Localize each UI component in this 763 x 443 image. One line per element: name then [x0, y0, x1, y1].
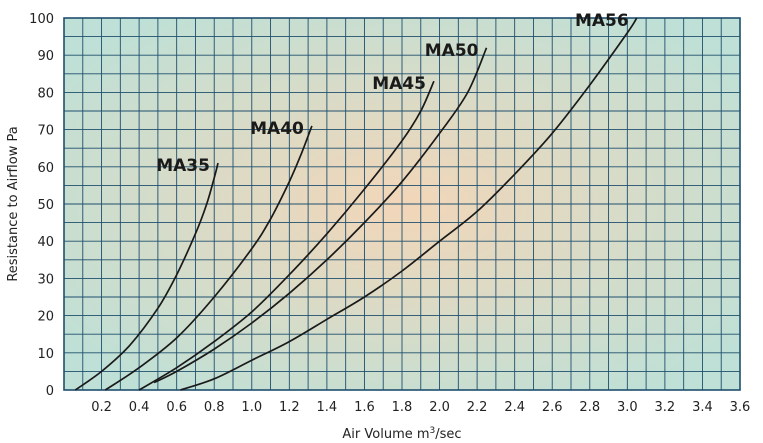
y-axis-ticks: 0 10 20 30 40 50 60 70 80 90 100 — [29, 12, 54, 399]
x-tick-label: 1.4 — [317, 400, 338, 415]
y-tick-label: 20 — [37, 310, 54, 325]
x-tick-label: 3.6 — [730, 400, 751, 415]
x-tick-label: 1.2 — [279, 400, 300, 415]
series-curve-ma56 — [180, 17, 638, 391]
series-curve-ma45 — [138, 80, 435, 391]
series-curves — [74, 17, 638, 391]
series-label-ma45: MA45 — [372, 74, 426, 94]
y-tick-label: 60 — [37, 161, 54, 176]
x-tick-label: 1.0 — [241, 400, 262, 415]
y-tick-label: 10 — [37, 347, 54, 362]
x-axis-title-sup: 3 — [430, 426, 436, 436]
x-axis-title-suffix: /sec — [435, 427, 461, 442]
series-label-ma40: MA40 — [250, 119, 304, 139]
x-tick-label: 1.6 — [354, 400, 375, 415]
x-tick-label: 2.8 — [579, 400, 600, 415]
y-tick-label: 30 — [37, 272, 54, 287]
x-tick-label: 0.2 — [91, 400, 112, 415]
x-axis-title: Air Volume m3/sec — [342, 426, 461, 442]
y-tick-label: 70 — [37, 124, 54, 139]
x-tick-label: 0.8 — [204, 400, 225, 415]
series-labels: MA35 MA40 MA45 MA50 MA56 — [156, 11, 628, 176]
x-tick-label: 2.6 — [542, 400, 563, 415]
series-curve-ma35 — [74, 162, 219, 391]
series-curve-ma40 — [104, 125, 313, 391]
x-tick-label: 3.2 — [655, 400, 676, 415]
x-tick-label: 1.8 — [392, 400, 413, 415]
y-tick-label: 50 — [37, 198, 54, 213]
y-tick-label: 40 — [37, 235, 54, 250]
series-label-ma50: MA50 — [425, 41, 479, 61]
x-tick-label: 2.4 — [504, 400, 525, 415]
y-tick-label: 80 — [37, 86, 54, 101]
x-axis-ticks: 0.2 0.4 0.6 0.8 1.0 1.2 1.4 1.6 1.8 2.0 2.2 2.4 2.6 2… — [91, 400, 750, 415]
y-axis-title: Resistance to Airflow Pa — [6, 126, 21, 281]
x-tick-label: 3.4 — [692, 400, 713, 415]
plot-frame — [63, 17, 741, 391]
x-tick-label: 3.0 — [617, 400, 638, 415]
grid — [64, 18, 740, 390]
y-tick-label: 90 — [37, 49, 54, 64]
series-curve-ma50 — [153, 47, 488, 384]
x-tick-label: 0.6 — [166, 400, 187, 415]
series-label-ma56: MA56 — [575, 11, 629, 31]
y-tick-label: 100 — [29, 12, 54, 27]
x-tick-label: 0.4 — [129, 400, 150, 415]
x-tick-label: 2.2 — [467, 400, 488, 415]
x-axis-title-main: Air Volume m — [342, 427, 429, 442]
y-tick-label: 0 — [46, 384, 54, 399]
series-label-ma35: MA35 — [156, 156, 210, 176]
x-tick-label: 2.0 — [429, 400, 450, 415]
